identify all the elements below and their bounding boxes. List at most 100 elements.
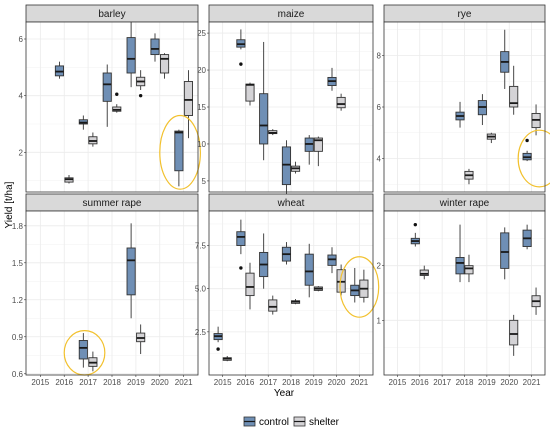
strip-label-barley: barley [98, 9, 125, 20]
box-winter-rape-2018-shelter [464, 254, 474, 283]
x-tick-label-winter-rape-2021: 2021 [523, 378, 541, 387]
box-wheat-2017-control [259, 233, 269, 289]
y-tick-label-rye: 4 [377, 155, 382, 164]
box-iqr [500, 232, 510, 269]
x-tick-label-wheat-2019: 2019 [305, 378, 323, 387]
box-rye-2019-control [477, 94, 487, 126]
box-barley-2016-control [54, 61, 64, 79]
box-barley-2017-control [78, 115, 88, 130]
box-maize-2016-shelter [245, 82, 255, 106]
box-wheat-2019-control [304, 243, 314, 298]
box-rye-2021-shelter [531, 104, 541, 136]
x-tick-label-wheat-2015: 2015 [214, 378, 232, 387]
x-tick-label-winter-rape-2020: 2020 [500, 378, 518, 387]
x-tick-label-summer-rape-2021: 2021 [175, 378, 193, 387]
box-wheat-2017-shelter [268, 295, 278, 315]
panel-barley: barley 2 4 6 [19, 4, 201, 193]
y-tick-label-summer-rape: 1.5 [12, 259, 24, 268]
box-iqr [236, 231, 246, 246]
outlier-point [216, 347, 220, 351]
box-rye-2020-shelter [509, 65, 519, 115]
box-maize-2017-shelter [268, 129, 278, 136]
box-iqr [245, 272, 255, 297]
box-maize-2020-shelter [336, 93, 346, 111]
y-tick-label-barley: 4 [19, 92, 24, 101]
y-tick-label-rye: 8 [377, 51, 382, 60]
box-maize-2017-control [259, 41, 269, 161]
box-winter-rape-2021-shelter [531, 287, 541, 315]
panel-rye: rye 4 6 8 [377, 4, 550, 193]
outlier-point [138, 93, 143, 98]
x-tick-label-winter-rape-2017: 2017 [433, 378, 451, 387]
y-tick-label-maize: 5 [202, 177, 207, 186]
highlight-ellipse-rye [517, 129, 550, 188]
box-barley-2018-shelter [112, 92, 122, 113]
outlier-point [239, 266, 243, 270]
box-iqr [509, 85, 519, 108]
box-winter-rape-2016-control [410, 222, 420, 247]
box-iqr [268, 299, 278, 312]
y-axis-title: Yield [t/ha] [4, 181, 15, 228]
y-tick-label-maize: 25 [197, 29, 206, 38]
y-tick-label-rye: 6 [377, 103, 382, 112]
strip-label-rye: rye [458, 9, 472, 20]
panel-winter-rape: winter rape 1 2 2015 2016 2017 2018 2019 2020 202… [377, 193, 546, 387]
legend: control shelter [243, 416, 340, 428]
panel-wheat: wheat 2.5 5.0 7.5 2015 2016 2017 2018 2019 2020 20… [195, 193, 380, 387]
box-barley-2019-shelter [136, 70, 146, 98]
facet-panels: barley 2 4 6 maize 5 10 15 20 25 rye 4 6 8 summer rape… [12, 4, 550, 387]
box-barley-2017-shelter [88, 132, 98, 147]
panel-summer-rape: summer rape 0.6 0.9 1.2 1.5 1.8 2015 2016 2017 20… [12, 193, 199, 387]
box-summer-rape-2019-shelter [136, 324, 146, 355]
box-winter-rape-2020-shelter [509, 314, 519, 356]
x-tick-label-winter-rape-2016: 2016 [411, 378, 429, 387]
x-tick-label-winter-rape-2018: 2018 [456, 378, 474, 387]
box-wheat-2020-shelter [336, 264, 346, 296]
box-iqr [183, 81, 193, 116]
x-tick-label-wheat-2020: 2020 [328, 378, 346, 387]
y-tick-label-summer-rape: 1.2 [12, 296, 24, 305]
x-tick-label-summer-rape-2016: 2016 [55, 378, 73, 387]
box-wheat-2021-shelter [359, 269, 369, 303]
y-tick-label-summer-rape: 1.8 [12, 222, 24, 231]
box-iqr [102, 72, 112, 102]
highlight-ellipse-barley [159, 114, 201, 190]
box-iqr [304, 253, 314, 286]
box-iqr [336, 96, 346, 109]
outlier-point [115, 92, 119, 96]
box-barley-2016-shelter [64, 175, 74, 184]
box-barley-2020-shelter [160, 53, 170, 79]
panel-border-rye [383, 21, 546, 193]
x-tick-label-wheat-2017: 2017 [259, 378, 277, 387]
x-axis-title: Year [274, 388, 295, 399]
y-tick-label-wheat: 7.5 [195, 242, 207, 251]
box-maize-2019-shelter [313, 136, 323, 167]
box-wheat-2020-control [327, 247, 337, 274]
x-tick-label-summer-rape-2019: 2019 [127, 378, 145, 387]
strip-label-summer-rape: summer rape [83, 198, 142, 209]
box-iqr [174, 130, 184, 172]
x-tick-label-wheat-2018: 2018 [282, 378, 300, 387]
panel-maize: maize 5 10 15 20 25 [197, 4, 374, 200]
legend-item-shelter: shelter [293, 416, 340, 428]
box-iqr [281, 146, 291, 186]
box-winter-rape-2021-control [522, 224, 532, 250]
box-maize-2019-control [304, 135, 314, 165]
box-wheat-2015-control [213, 326, 223, 351]
strip-label-winter-rape: winter rape [439, 198, 490, 209]
box-wheat-2015-shelter [222, 356, 232, 362]
box-winter-rape-2018-control [455, 224, 465, 283]
box-barley-2020-control [150, 33, 160, 62]
box-iqr [419, 269, 429, 276]
box-rye-2018-shelter [464, 168, 474, 185]
box-maize-2020-control [327, 67, 337, 91]
outlier-point [525, 138, 529, 143]
outlier-point [413, 222, 418, 227]
box-iqr [509, 319, 519, 346]
box-wheat-2016-shelter [245, 262, 255, 310]
y-tick-label-wheat: 5.0 [195, 285, 207, 294]
y-tick-label-maize: 10 [197, 140, 206, 149]
y-tick-label-maize: 15 [197, 103, 206, 112]
box-summer-rape-2017-control [78, 333, 88, 368]
